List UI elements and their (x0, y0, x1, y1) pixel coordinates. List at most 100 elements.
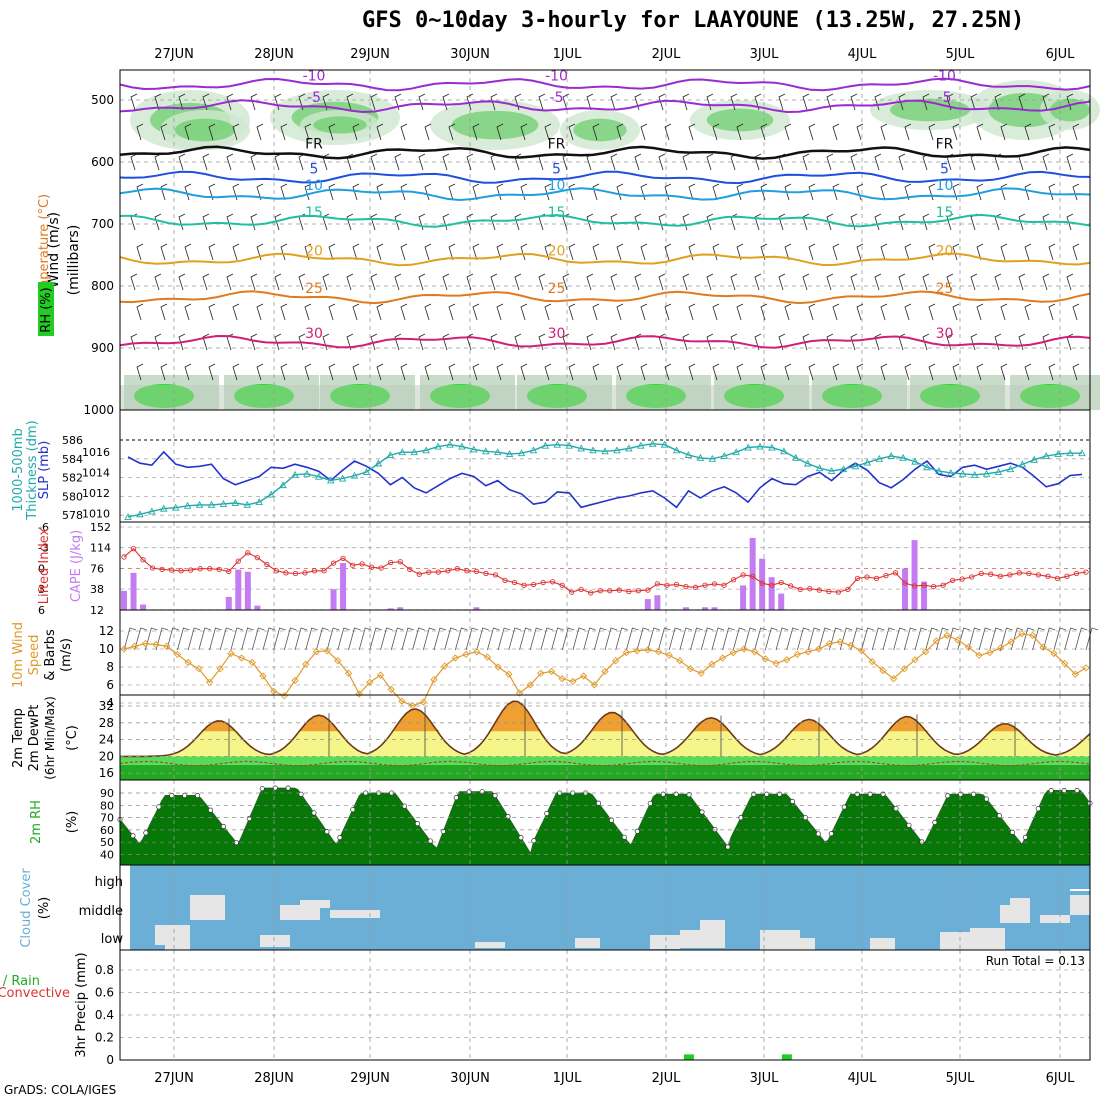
wind-barb-upper (394, 333, 402, 351)
wind-barb-upper (442, 93, 450, 111)
lifted-marker (854, 575, 861, 581)
wind-barb-10m (1032, 627, 1045, 651)
pressure-panel-frame (119, 409, 1091, 523)
wind-barb-upper (232, 183, 240, 201)
isotherm-label-25: 25 (305, 281, 323, 297)
wind-barb-upper (184, 123, 192, 141)
lifted-marker (511, 579, 518, 586)
thickness-marker (672, 446, 681, 454)
wind-barb-10m (754, 627, 767, 651)
wind-barb-upper (994, 273, 1002, 291)
wind-barb-upper (1042, 273, 1050, 291)
precip-run-total: Run Total = 0.13 (986, 954, 1085, 968)
thickness-marker (422, 446, 430, 454)
lifted-marker (121, 554, 127, 560)
wind-marker (451, 654, 459, 662)
wind-barb-upper (274, 273, 282, 291)
wind-marker (163, 642, 171, 650)
wind-barb-10m (380, 627, 393, 651)
wind-y-tick: 10 (99, 642, 114, 656)
wind-marker (612, 657, 620, 665)
lifted-marker (245, 550, 251, 556)
wind-y-tick: 8 (106, 660, 114, 674)
precip-label-3: 3hr Precip (mm) (74, 952, 89, 1057)
wind-barb-upper (136, 243, 144, 261)
precip-y-tick: 0.4 (95, 1008, 114, 1022)
wind-barb-upper (778, 213, 786, 231)
wind-barb-upper (664, 243, 672, 261)
lifted-marker (969, 574, 975, 580)
wind-barb-upper (352, 363, 360, 381)
thickness-marker (839, 465, 848, 473)
wind-barb-upper (760, 243, 768, 261)
rh-marker (195, 792, 201, 799)
thickness-marker (637, 441, 645, 449)
wind-barb-upper (592, 243, 600, 261)
wind-marker (558, 675, 566, 683)
wind-marker (141, 639, 150, 648)
wind-barb-upper (250, 153, 258, 171)
wind-barb-10m (743, 627, 757, 651)
lifted-marker (1045, 573, 1051, 579)
wind-barb-upper (472, 363, 480, 381)
wind-barb-upper (880, 303, 888, 321)
rh-core-upper-1 (175, 118, 235, 142)
wind-barb-upper (544, 363, 552, 381)
thickness-marker (589, 446, 597, 454)
thickness-marker (458, 442, 466, 450)
rh-marker (789, 798, 796, 804)
rh-marker (595, 800, 602, 806)
thickness-y-tick: 586 (62, 434, 83, 447)
lifted-marker (797, 586, 803, 593)
isotherm-label--5: -5 (550, 90, 564, 106)
thickness-marker (625, 444, 633, 452)
wind-barb-upper (160, 363, 168, 381)
wind-barb-upper (784, 303, 792, 321)
wind-barb-upper (1066, 213, 1074, 231)
thickness-marker (529, 446, 538, 454)
wind-barb-upper (442, 273, 450, 291)
lifted-marker (978, 570, 984, 577)
chart-title: GFS 0~10day 3-hourly for LAAYOUNE (13.25… (362, 8, 1025, 33)
rh-y-tick: 90 (100, 787, 114, 800)
wind-barb-upper (1042, 213, 1050, 231)
isotherm-label-10: 10 (548, 178, 566, 194)
lifted-marker (1035, 572, 1042, 578)
isotherm-label-25: 25 (936, 281, 954, 297)
lifted-marker (349, 562, 356, 568)
rh-marker (841, 804, 847, 810)
lifted-marker (921, 582, 927, 588)
wind-barb-upper (808, 123, 816, 141)
wind-barb-upper (778, 273, 786, 291)
date-label-bottom: 3JUL (750, 1071, 780, 1086)
wind-barb-upper (280, 243, 288, 261)
lifted-marker (950, 577, 956, 584)
wind-barb-10m (1000, 627, 1013, 651)
lifted-marker (683, 583, 689, 590)
wind-barb-upper (586, 93, 594, 111)
wind-barb-upper (304, 123, 312, 141)
wind-barb-10m (935, 627, 949, 651)
rh-marker (337, 834, 343, 841)
cloud-block-12 (700, 920, 725, 948)
wind-barb-upper (448, 303, 456, 321)
cape-label-cape: CAPE (J/kg) (69, 530, 84, 602)
wind-barb-upper (970, 93, 978, 111)
wind-barb-10m (818, 627, 831, 651)
wind-barb-10m (882, 627, 896, 651)
cape-bar (340, 563, 347, 610)
dewpt-line (119, 760, 1091, 767)
wind-barb-upper (448, 123, 456, 141)
thickness-y-tick: 578 (62, 509, 83, 522)
cape-bar (702, 607, 709, 610)
wind-barb-upper (856, 243, 864, 261)
lifted-marker (178, 568, 184, 574)
wind-barb-10m (412, 627, 425, 651)
wind-barb-10m (198, 627, 211, 651)
wind-barb-upper (592, 123, 600, 141)
wind-marker (996, 644, 1005, 652)
wind-barb-upper (208, 183, 216, 201)
rh-marker (350, 807, 356, 813)
wind-marker (334, 657, 342, 665)
